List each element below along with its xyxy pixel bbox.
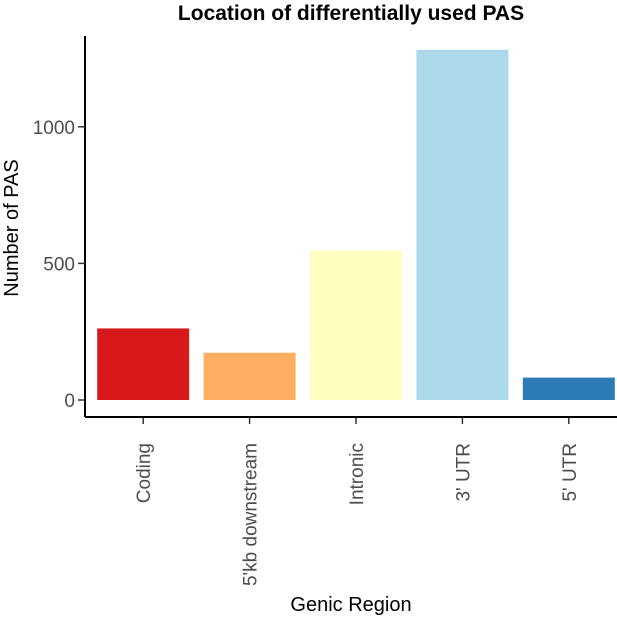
x-tick-label: 5' UTR	[560, 443, 581, 502]
y-axis: 0 500 1000	[33, 36, 86, 417]
x-axis-label: Genic Region	[290, 594, 411, 616]
bar-5-kb-downstream	[203, 352, 296, 400]
y-tick-label: 1000	[33, 118, 75, 139]
y-tick-label: 500	[43, 254, 75, 275]
bar-3-utr	[416, 49, 509, 400]
chart-title: Location of differentially used PAS	[178, 2, 524, 25]
bar-5-utr	[522, 377, 615, 400]
y-axis-label: Number of PAS	[1, 159, 23, 296]
y-tick-label: 0	[64, 391, 75, 412]
bar-intronic	[310, 250, 402, 400]
bar-coding	[97, 328, 190, 400]
x-axis: Coding 5'kb downstream Intronic 3' UTR 5' UT…	[85, 416, 617, 586]
x-tick-label: 3' UTR	[453, 443, 474, 502]
x-tick-label: Intronic	[347, 443, 368, 505]
bars-group	[97, 49, 615, 400]
x-tick-label: Coding	[134, 443, 155, 503]
x-tick-label: 5'kb downstream	[241, 443, 262, 586]
